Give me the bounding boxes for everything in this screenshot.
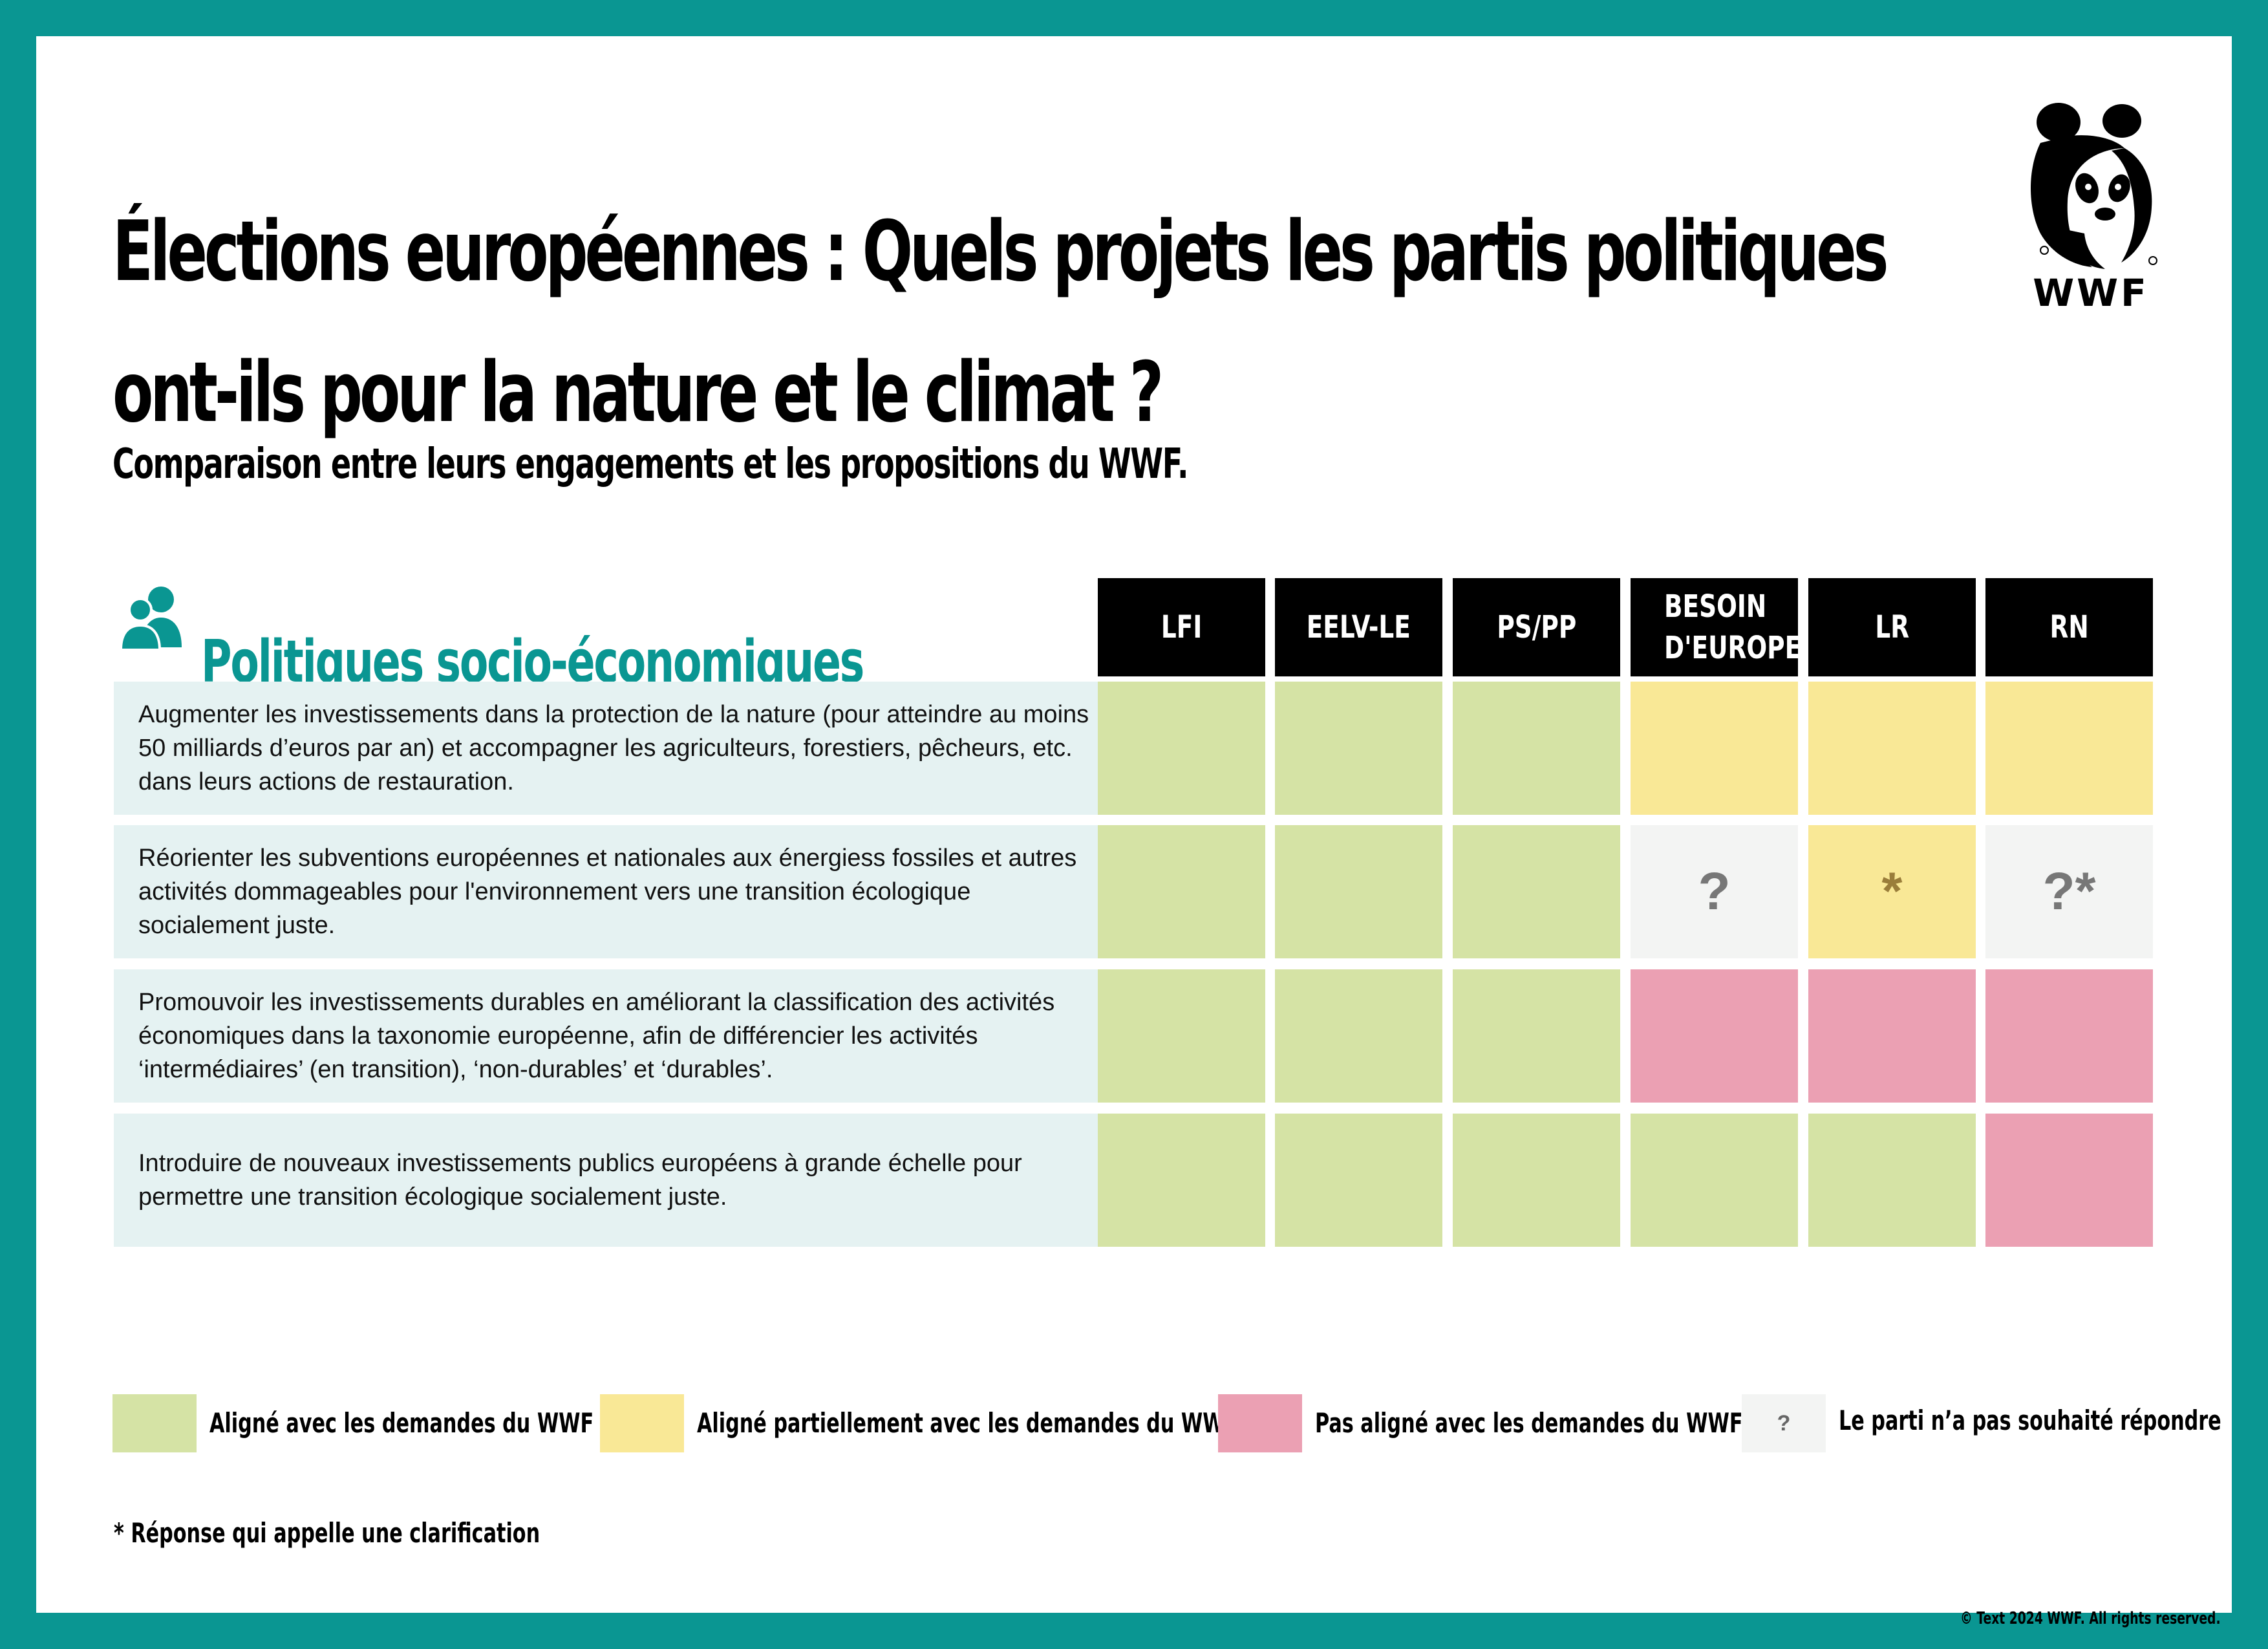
column-header-4: LR xyxy=(1808,578,1976,676)
table-cell-aligned xyxy=(1275,969,1442,1103)
legend-label-partial: Aligné partiellement avec les demandes d… xyxy=(697,1407,1238,1439)
table-row-label: Introduire de nouveaux investissements p… xyxy=(114,1114,1126,1247)
table-cell-aligned xyxy=(1098,969,1265,1103)
table-cell-aligned xyxy=(1098,682,1265,815)
column-header-3: BESOIN D'EUROPE xyxy=(1631,578,1801,676)
table-cell-partial xyxy=(1985,682,2153,815)
legend-swatch-aligned xyxy=(112,1394,197,1452)
column-header-label: EELV-LE xyxy=(1306,609,1411,645)
infographic-page: Élections européennes : Quels projets le… xyxy=(36,36,2232,1628)
people-icon xyxy=(117,583,188,654)
column-header-label: PS/PP xyxy=(1497,609,1576,645)
table-cell-not-aligned xyxy=(1985,969,2153,1103)
table-cell-aligned xyxy=(1453,1114,1620,1247)
column-header-2: PS/PP xyxy=(1453,578,1620,676)
legend-swatch-not-aligned xyxy=(1218,1394,1302,1452)
wwf-wordmark: WWF xyxy=(2033,271,2149,315)
legend-label-no-answer: Le parti n’a pas souhaité répondre xyxy=(1839,1405,2221,1436)
table-cell-aligned xyxy=(1453,825,1620,958)
table-cell-partial: * xyxy=(1808,825,1976,958)
table-cell-aligned xyxy=(1098,1114,1265,1247)
table-cell-aligned xyxy=(1275,1114,1442,1247)
legend-label-not-aligned: Pas aligné avec les demandes du WWF xyxy=(1315,1407,1743,1439)
table-cell-aligned xyxy=(1098,825,1265,958)
column-header-label: LR xyxy=(1875,609,1909,645)
legend-swatch-no-answer: ? xyxy=(1742,1394,1826,1452)
legend-swatch-partial xyxy=(600,1394,684,1452)
table-cell-aligned xyxy=(1275,825,1442,958)
column-header-5: RN xyxy=(1985,578,2153,676)
table-cell-partial xyxy=(1631,682,1798,815)
table-cell-not-aligned xyxy=(1631,969,1798,1103)
table-cell-aligned xyxy=(1453,969,1620,1103)
table-cell-no-answer: ?* xyxy=(1985,825,2153,958)
page-subtitle: Comparaison entre leurs engagements et l… xyxy=(112,440,1188,488)
table-row-label: Réorienter les subventions européennes e… xyxy=(114,825,1126,958)
table-cell-not-aligned xyxy=(1985,1114,2153,1247)
legend-label-aligned: Aligné avec les demandes du WWF xyxy=(209,1407,594,1439)
page-title-line-1: Élections européennes : Quels projets le… xyxy=(112,204,1888,300)
wwf-logo: WWF xyxy=(2015,98,2163,315)
table-cell-aligned xyxy=(1808,1114,1976,1247)
table-cell-aligned xyxy=(1453,682,1620,815)
table-cell-no-answer: ? xyxy=(1631,825,1798,958)
table-row-label: Augmenter les investissements dans la pr… xyxy=(114,682,1126,815)
table-row-label: Promouvoir les investissements durables … xyxy=(114,969,1126,1103)
table-cell-aligned xyxy=(1631,1114,1798,1247)
column-header-label: RN xyxy=(2049,609,2089,645)
panda-logo-icon xyxy=(2031,103,2157,269)
column-header-label: BESOIN D'EUROPE xyxy=(1664,588,1801,666)
page-title-line-2: ont-ils pour la nature et le climat ? xyxy=(112,345,1164,441)
page-title: Élections européennes : Quels projets le… xyxy=(112,182,1888,464)
copyright: © Text 2024 WWF. All rights reserved. xyxy=(1960,1609,2221,1628)
table-cell-aligned xyxy=(1275,682,1442,815)
footnote: * Réponse qui appelle une clarification xyxy=(114,1517,540,1549)
table-cell-not-aligned xyxy=(1808,969,1976,1103)
column-header-label: LFI xyxy=(1161,609,1203,645)
column-header-0: LFI xyxy=(1098,578,1265,676)
column-header-1: EELV-LE xyxy=(1275,578,1442,676)
table-cell-partial xyxy=(1808,682,1976,815)
